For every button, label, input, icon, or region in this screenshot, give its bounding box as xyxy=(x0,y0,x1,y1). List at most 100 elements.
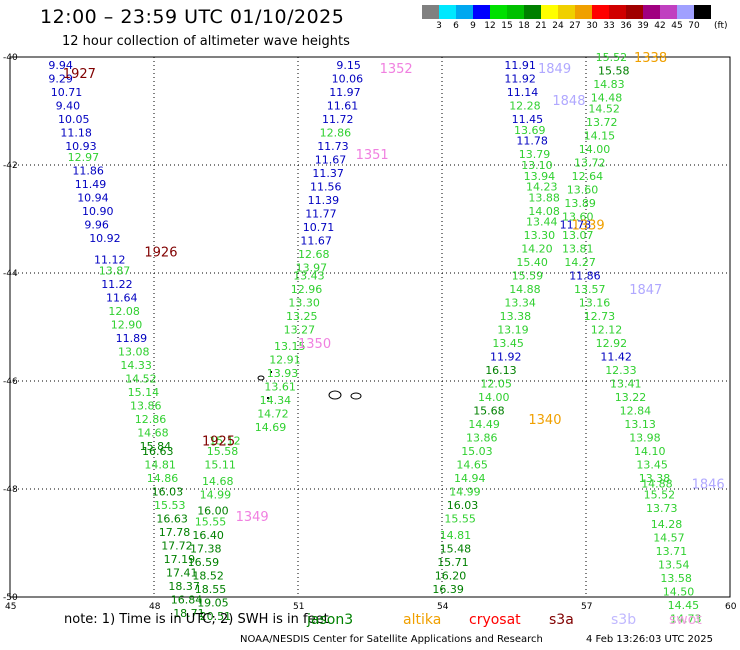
wave-height-value: 12.05 xyxy=(480,378,512,391)
lon-label: 54 xyxy=(437,602,449,612)
wave-height-value: 9.15 xyxy=(336,59,361,72)
wave-height-value: 14.65 xyxy=(456,459,488,472)
wave-height-value: 13.98 xyxy=(629,432,661,445)
wave-height-value: 11.73 xyxy=(317,140,349,153)
track-1927: 9.949.2910.719.4010.0511.1810.9312.9711.… xyxy=(48,59,204,620)
wave-height-value: 14.86 xyxy=(147,472,179,485)
wave-height-value: 13.69 xyxy=(514,124,546,137)
wave-height-value: 13.88 xyxy=(528,191,560,204)
legend-swatch xyxy=(456,5,473,19)
wave-height-value: 11.22 xyxy=(101,278,133,291)
wave-height-value: 13.54 xyxy=(658,559,690,572)
wave-height-value: 15.14 xyxy=(128,386,160,399)
track-1849: 11.9111.9211.1412.2811.4513.6911.7813.79… xyxy=(432,59,560,596)
wave-height-value: 13.86 xyxy=(130,399,162,412)
wave-height-value: 13.58 xyxy=(660,572,692,585)
wave-height-value: 13.86 xyxy=(466,432,498,445)
pass-number-label: 1340 xyxy=(528,413,561,428)
wave-height-value: 10.92 xyxy=(89,232,121,245)
wave-height-value: 13.10 xyxy=(521,159,553,172)
wave-height-value: 11.77 xyxy=(305,208,337,221)
wave-height-value: 11.64 xyxy=(106,291,138,304)
color-legend: (ft) 3 6 9 12 15 18 21 24 27 30 33 36 39 42 45 70 xyxy=(422,5,740,33)
wave-height-value: 14.48 xyxy=(591,92,623,105)
legend-tick-label: 70 xyxy=(688,21,700,31)
wave-height-value: 16.03 xyxy=(152,486,184,499)
legend-swatch xyxy=(609,5,626,19)
wave-height-value: 11.78 xyxy=(516,135,548,148)
wave-height-value: 13.30 xyxy=(288,297,320,310)
lat-label: -50 xyxy=(3,593,18,603)
wave-height-value: 11.42 xyxy=(600,351,632,364)
wave-height-value: 13.44 xyxy=(526,216,558,229)
wave-height-value: 15.84 xyxy=(140,440,172,453)
wave-height-value: 16.59 xyxy=(188,556,220,569)
wave-height-value: 14.99 xyxy=(449,486,481,499)
wave-height-value: 13.72 xyxy=(586,116,618,129)
wave-height-value: 11.49 xyxy=(75,178,107,191)
legend-tick-label: 33 xyxy=(603,21,615,31)
wave-height-value: 11.56 xyxy=(310,181,342,194)
wave-height-value: 14.27 xyxy=(564,256,596,269)
mission-label-jason3: jason3 xyxy=(307,612,354,628)
wave-height-value: 20.51 xyxy=(200,610,232,623)
wave-height-value: 14.81 xyxy=(440,529,472,542)
wave-height-value: 13.30 xyxy=(524,229,556,242)
wave-height-value: 17.38 xyxy=(190,542,222,555)
wave-height-value: 14.52 xyxy=(125,372,157,385)
pass-number-label: 1926 xyxy=(144,245,177,260)
wave-height-value: 11.92 xyxy=(504,73,536,86)
wave-height-value: 13.41 xyxy=(610,378,642,391)
wave-height-value: 15.55 xyxy=(195,515,227,528)
legend-tick-label: 9 xyxy=(470,21,476,31)
wave-height-value: 10.05 xyxy=(58,113,90,126)
wave-height-value: 17.19 xyxy=(164,553,196,566)
map-title: 12:00 – 23:59 UTC 01/10/2025 xyxy=(40,6,345,28)
wave-height-value: 11.45 xyxy=(512,113,543,126)
wave-height-value: 10.71 xyxy=(303,221,335,234)
wave-height-value: 15.52 xyxy=(644,488,676,501)
lon-label: 51 xyxy=(293,602,304,612)
wave-height-value: 16.84 xyxy=(171,594,203,607)
wave-height-value: 10.90 xyxy=(82,205,114,218)
legend-ticks: (ft) 3 6 9 12 15 18 21 24 27 30 33 36 39 42 45 70 xyxy=(422,19,740,33)
wave-height-value: 13.45 xyxy=(636,459,668,472)
lat-label: -46 xyxy=(3,377,18,387)
pass-number-label: 1350 xyxy=(298,337,331,352)
track-1351: 9.1510.0611.9711.6111.7212.8611.7311.671… xyxy=(255,59,363,434)
wave-height-value: 16.39 xyxy=(432,583,464,596)
wave-height-value: 18.55 xyxy=(195,583,227,596)
lon-label: 60 xyxy=(725,602,737,612)
legend-swatch xyxy=(558,5,575,19)
mission-label-swot: swot xyxy=(669,612,702,628)
wave-height-value: 14.50 xyxy=(663,586,695,599)
wave-height-value: 15.71 xyxy=(437,556,469,569)
wave-height-value: 14.23 xyxy=(526,181,558,194)
legend-swatch xyxy=(677,5,694,19)
wave-height-value: 14.68 xyxy=(137,426,169,439)
wave-height-value: 14.52 xyxy=(588,102,620,115)
wave-height-value: 15.68 xyxy=(473,405,505,418)
wave-height-value: 13.93 xyxy=(267,367,299,380)
wave-height-value: 13.71 xyxy=(656,545,688,558)
wave-height-value: 18.71 xyxy=(173,607,205,620)
wave-height-value: 11.72 xyxy=(322,113,354,126)
wave-height-value: 11.86 xyxy=(569,270,601,283)
wave-height-value: 13.73 xyxy=(646,502,678,515)
wave-height-value: 16.40 xyxy=(192,529,224,542)
wave-height-value: 12.86 xyxy=(135,413,167,426)
wave-height-value: 14.68 xyxy=(202,475,234,488)
wave-height-value: 12.73 xyxy=(584,310,616,323)
legend-swatch xyxy=(575,5,592,19)
wave-height-value: 13.81 xyxy=(562,243,594,256)
legend-tick-label: 18 xyxy=(518,21,530,31)
wave-height-value: 13.97 xyxy=(296,262,328,275)
wave-height-value: 16.13 xyxy=(485,364,517,377)
wave-height-value: 13.15 xyxy=(274,340,306,353)
wave-height-value: 13.61 xyxy=(264,380,296,393)
pass-number-label: 1351 xyxy=(356,148,389,163)
wave-height-value: 12.28 xyxy=(509,100,541,113)
wave-height-value: 14.69 xyxy=(255,421,286,434)
wave-height-value: 11.91 xyxy=(504,59,536,72)
